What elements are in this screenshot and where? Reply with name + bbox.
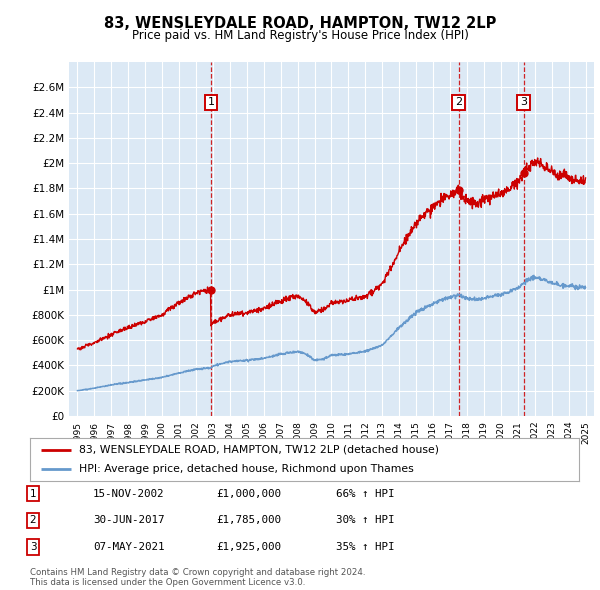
Text: 15-NOV-2002: 15-NOV-2002	[93, 489, 164, 499]
Text: 30% ↑ HPI: 30% ↑ HPI	[336, 516, 395, 525]
Text: £1,925,000: £1,925,000	[216, 542, 281, 552]
Text: £1,785,000: £1,785,000	[216, 516, 281, 525]
Text: HPI: Average price, detached house, Richmond upon Thames: HPI: Average price, detached house, Rich…	[79, 464, 414, 474]
Text: 1: 1	[208, 97, 214, 107]
Text: Price paid vs. HM Land Registry's House Price Index (HPI): Price paid vs. HM Land Registry's House …	[131, 29, 469, 42]
Text: 35% ↑ HPI: 35% ↑ HPI	[336, 542, 395, 552]
Text: 1: 1	[29, 489, 37, 499]
Text: 3: 3	[29, 542, 37, 552]
Text: 83, WENSLEYDALE ROAD, HAMPTON, TW12 2LP (detached house): 83, WENSLEYDALE ROAD, HAMPTON, TW12 2LP …	[79, 445, 439, 455]
Text: 2: 2	[455, 97, 462, 107]
Text: Contains HM Land Registry data © Crown copyright and database right 2024.: Contains HM Land Registry data © Crown c…	[30, 568, 365, 577]
Text: 07-MAY-2021: 07-MAY-2021	[93, 542, 164, 552]
Text: £1,000,000: £1,000,000	[216, 489, 281, 499]
Text: 66% ↑ HPI: 66% ↑ HPI	[336, 489, 395, 499]
Text: 83, WENSLEYDALE ROAD, HAMPTON, TW12 2LP: 83, WENSLEYDALE ROAD, HAMPTON, TW12 2LP	[104, 16, 496, 31]
Text: 2: 2	[29, 516, 37, 525]
Text: This data is licensed under the Open Government Licence v3.0.: This data is licensed under the Open Gov…	[30, 578, 305, 587]
Text: 3: 3	[520, 97, 527, 107]
Text: 30-JUN-2017: 30-JUN-2017	[93, 516, 164, 525]
